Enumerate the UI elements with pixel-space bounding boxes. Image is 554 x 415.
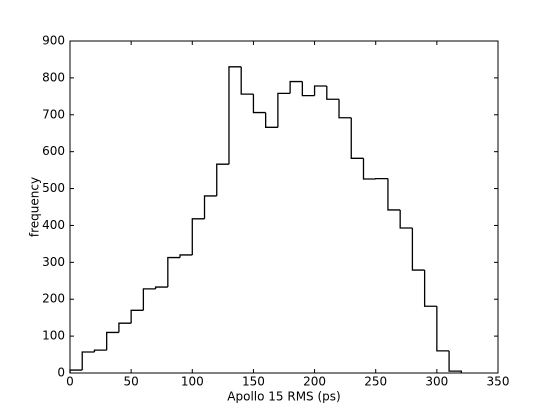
y-tick-label: 900 [42, 34, 65, 48]
x-tick-label: 0 [66, 375, 74, 389]
histogram-bin [362, 158, 376, 180]
histogram-bin [93, 349, 107, 352]
histogram-bin [313, 85, 327, 96]
histogram-bin [240, 66, 254, 95]
histogram-bin [423, 270, 437, 307]
y-tick-label: 0 [57, 366, 65, 380]
histogram-bin [228, 66, 242, 165]
histogram-bin [203, 195, 217, 219]
y-tick-label: 500 [42, 181, 65, 195]
histogram-bin [387, 178, 401, 211]
histogram-bin [399, 209, 413, 229]
histogram-bin [216, 163, 229, 196]
histogram-bin [118, 322, 132, 333]
histogram-bin [301, 81, 315, 97]
x-tick-label: 250 [364, 375, 387, 389]
x-axis-label: Apollo 15 RMS (ps) [227, 390, 340, 404]
y-tick-label: 100 [42, 329, 65, 343]
plot-frame [69, 40, 499, 374]
histogram-bin [130, 309, 144, 324]
y-tick-label: 300 [42, 255, 65, 269]
x-tick-label: 350 [487, 375, 510, 389]
y-tick-label: 800 [42, 70, 65, 84]
histogram-bin [167, 256, 181, 288]
x-tick-label: 300 [425, 375, 448, 389]
histogram-bin [142, 288, 156, 311]
histogram-bin [179, 254, 193, 258]
y-tick-label: 600 [42, 144, 65, 158]
y-tick-label: 200 [42, 292, 65, 306]
histogram-bin [252, 94, 266, 114]
histogram-bin [154, 286, 168, 289]
histogram-bin [350, 117, 364, 159]
histogram-bin [106, 331, 119, 351]
histogram-bin [326, 86, 340, 100]
histogram-bin [448, 350, 462, 373]
x-tick-label: 200 [303, 375, 326, 389]
histogram-bin [277, 92, 291, 128]
x-tick-label: 150 [242, 375, 265, 389]
histogram-bin [411, 228, 425, 271]
histogram-bin [338, 99, 352, 119]
histogram-bin [81, 351, 95, 371]
histogram-bin [436, 306, 450, 352]
y-tick-label: 400 [42, 218, 65, 232]
x-tick-label: 100 [181, 375, 204, 389]
x-tick-label: 50 [124, 375, 139, 389]
histogram-bin [191, 218, 205, 255]
y-axis-label: frequency [28, 177, 42, 237]
histogram-bin [265, 112, 278, 128]
histogram-bin [289, 80, 303, 94]
y-tick-label: 700 [42, 107, 65, 121]
